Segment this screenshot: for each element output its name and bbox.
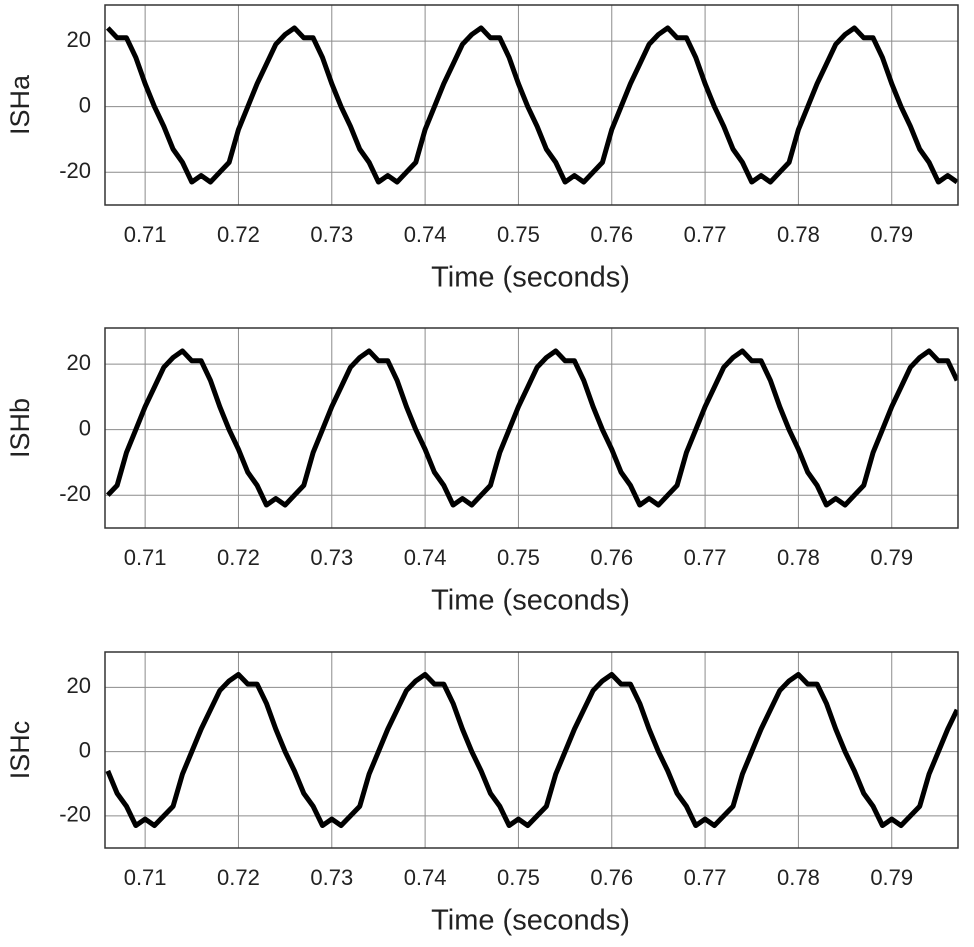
y-tick-label: 0 xyxy=(79,92,91,117)
y-axis-label: ISHb xyxy=(5,398,35,458)
y-tick-label: 20 xyxy=(67,673,91,698)
plot-frame xyxy=(104,651,959,849)
y-axis-label: ISHa xyxy=(5,74,35,135)
x-tick-label: 0.76 xyxy=(590,545,633,570)
x-tick-label: 0.78 xyxy=(777,545,820,570)
x-tick-label: 0.76 xyxy=(590,865,633,890)
x-tick-label: 0.72 xyxy=(217,545,260,570)
y-tick-label: -20 xyxy=(59,158,91,183)
x-tick-label: 0.72 xyxy=(217,222,260,247)
plot-area xyxy=(105,328,958,528)
y-tick-label: -20 xyxy=(59,802,91,827)
series-line xyxy=(105,25,958,185)
x-tick-label: 0.75 xyxy=(497,545,540,570)
x-tick-label: 0.73 xyxy=(310,222,353,247)
x-tick-label: 0.74 xyxy=(404,222,447,247)
x-tick-label: 0.75 xyxy=(497,222,540,247)
y-tick-label: -20 xyxy=(59,481,91,506)
x-tick-label: 0.79 xyxy=(870,222,913,247)
series-line xyxy=(105,671,958,829)
x-tick-label: 0.79 xyxy=(870,865,913,890)
x-tick-label: 0.73 xyxy=(310,865,353,890)
y-tick-label: 0 xyxy=(79,415,91,440)
y-tick-label: 0 xyxy=(79,737,91,762)
x-tick-label: 0.73 xyxy=(310,545,353,570)
x-axis-label: Time (seconds) xyxy=(431,905,630,937)
x-tick-label: 0.71 xyxy=(124,222,167,247)
y-tick-label: 20 xyxy=(67,350,91,375)
x-axis-label: Time (seconds) xyxy=(431,585,630,617)
y-tick-label: 20 xyxy=(67,27,91,52)
x-tick-label: 0.71 xyxy=(124,865,167,890)
x-tick-label: 0.78 xyxy=(777,222,820,247)
plot-frame xyxy=(104,327,959,529)
plot-area xyxy=(105,5,958,205)
x-axis-label: Time (seconds) xyxy=(431,262,630,294)
x-tick-label: 0.71 xyxy=(124,545,167,570)
x-tick-label: 0.74 xyxy=(404,865,447,890)
plot-frame xyxy=(104,4,959,206)
x-tick-label: 0.77 xyxy=(684,545,727,570)
x-tick-label: 0.79 xyxy=(870,545,913,570)
series-line xyxy=(105,348,958,508)
x-tick-label: 0.78 xyxy=(777,865,820,890)
x-tick-label: 0.72 xyxy=(217,865,260,890)
x-tick-label: 0.74 xyxy=(404,545,447,570)
x-tick-label: 0.77 xyxy=(684,222,727,247)
x-tick-label: 0.77 xyxy=(684,865,727,890)
x-tick-label: 0.75 xyxy=(497,865,540,890)
y-axis-label: ISHc xyxy=(5,721,35,780)
x-tick-label: 0.76 xyxy=(590,222,633,247)
